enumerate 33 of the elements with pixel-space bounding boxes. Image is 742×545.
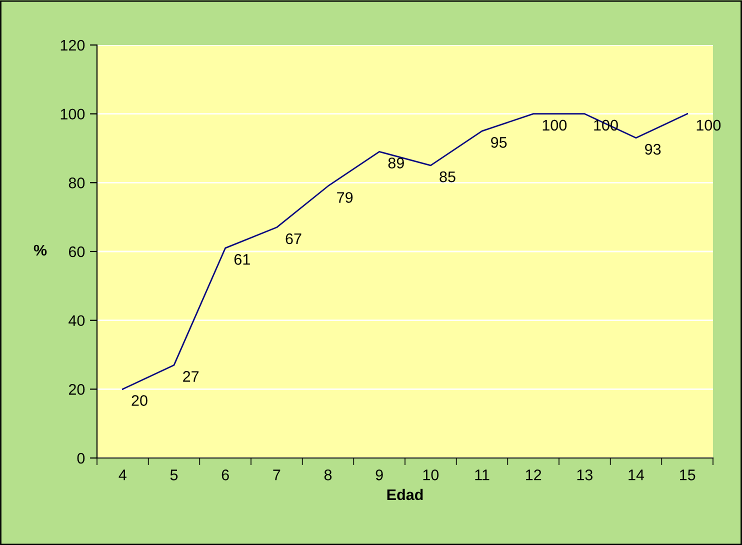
- data-label: 89: [388, 158, 404, 168]
- x-tick-label: 9: [376, 470, 383, 480]
- data-label: 79: [337, 192, 353, 203]
- x-tick-label: 8: [324, 470, 332, 480]
- data-label: 67: [286, 233, 302, 244]
- data-label: 100: [696, 120, 721, 131]
- y-tick-label: 60: [68, 246, 85, 258]
- x-axis-title: Edad: [387, 488, 423, 500]
- x-tick-label: 6: [222, 470, 229, 480]
- data-label: 100: [542, 120, 567, 131]
- y-tick-label: 40: [68, 315, 85, 326]
- y-axis-title: %: [34, 244, 47, 256]
- x-tick-label: 13: [577, 470, 592, 480]
- line-series: [122, 113, 688, 390]
- x-tick-label: 10: [423, 470, 439, 480]
- x-tick-label: 15: [680, 470, 696, 480]
- y-tick-label: 80: [68, 178, 85, 188]
- data-label: 20: [132, 395, 148, 406]
- data-label: 93: [645, 144, 661, 155]
- x-tick-label: 11: [475, 470, 490, 480]
- x-tick-label: 12: [526, 470, 542, 480]
- x-tick-label: 7: [273, 470, 280, 480]
- data-label: 27: [183, 371, 199, 382]
- x-tick-label: 14: [628, 470, 644, 480]
- x-tick-label: 5: [170, 470, 178, 480]
- y-tick-label: 120: [60, 40, 85, 51]
- y-tick-label: 20: [68, 384, 85, 395]
- data-label: 85: [440, 171, 456, 182]
- y-tick-label: 100: [60, 108, 85, 120]
- data-label: 95: [491, 137, 507, 148]
- y-tick-label: 0: [77, 452, 85, 464]
- x-tick-label: 4: [118, 470, 126, 480]
- data-label: 61: [234, 254, 250, 265]
